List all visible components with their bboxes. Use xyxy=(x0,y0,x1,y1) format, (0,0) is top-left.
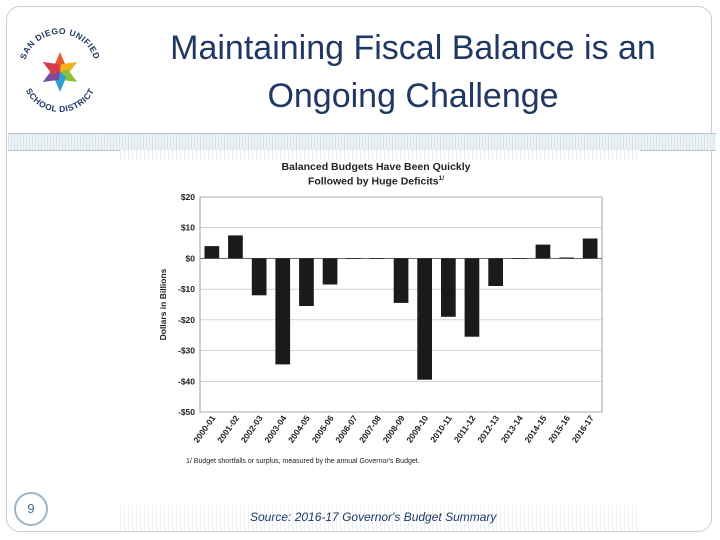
x-tick-label: 2000-01 xyxy=(191,413,217,445)
y-tick-label: -$30 xyxy=(178,346,195,356)
bar-2007-08 xyxy=(370,258,385,259)
x-tick-label: 2004-05 xyxy=(286,413,312,445)
y-axis-label: Dollars in Billions xyxy=(158,268,168,340)
x-tick-label: 2012-13 xyxy=(475,413,501,445)
y-tick-label: -$20 xyxy=(178,315,195,325)
y-tick-label: -$50 xyxy=(178,407,195,417)
x-tick-label: 2005-06 xyxy=(310,413,336,445)
x-tick-label: 2011-12 xyxy=(452,413,478,444)
bar-2013-14 xyxy=(511,258,527,259)
bar-2006-07 xyxy=(346,258,362,259)
slide-title: Maintaining Fiscal Balance is an Ongoing… xyxy=(118,24,708,120)
page-number-badge: 9 xyxy=(14,492,48,526)
source-citation: Source: 2016-17 Governor's Budget Summar… xyxy=(250,510,497,524)
bar-2004-05 xyxy=(299,258,314,306)
district-logo: SAN DIEGO UNIFIED SCHOOL DISTRICT xyxy=(18,26,102,114)
bar-2003-04 xyxy=(275,258,291,365)
bar-2011-12 xyxy=(464,258,480,337)
y-tick-label: $20 xyxy=(181,192,195,202)
bar-2009-10 xyxy=(417,258,432,380)
chart-footnote: 1/ Budget shortfalls or surplus, measure… xyxy=(186,458,420,465)
slide-title-line-2: Ongoing Challenge xyxy=(267,77,559,115)
x-tick-label: 2010-11 xyxy=(428,413,454,444)
chart-title-line-2-text: Followed by Huge Deficits xyxy=(307,175,439,188)
bar-2002-03 xyxy=(251,258,267,296)
logo-star-petal xyxy=(42,62,60,75)
x-tick-label: 2007-08 xyxy=(357,413,383,445)
logo-star-icon xyxy=(42,52,78,92)
x-tick-label: 2003-04 xyxy=(262,413,288,445)
y-tick-label: -$40 xyxy=(178,376,195,386)
bar-2014-15 xyxy=(535,244,551,259)
plot-area xyxy=(199,196,603,413)
x-tick-label: 2013-14 xyxy=(499,413,525,445)
x-tick-label: 2006-07 xyxy=(333,413,359,445)
chart-title-line-2: Followed by Huge Deficits1/ xyxy=(122,175,630,188)
chart-top-strip xyxy=(120,150,640,160)
bar-2000-01 xyxy=(204,246,220,259)
y-tick-label: $0 xyxy=(186,253,196,263)
chart-bottom-strip xyxy=(120,505,640,531)
slide-title-line-1: Maintaining Fiscal Balance is an xyxy=(170,29,656,67)
y-tick-label: $10 xyxy=(181,223,195,233)
x-tick-label: 2009-10 xyxy=(404,413,430,445)
bar-2010-11 xyxy=(441,258,456,317)
x-tick-label: 2015-16 xyxy=(546,413,572,445)
bar-2012-13 xyxy=(488,258,503,286)
x-tick-label: 2001-02 xyxy=(215,413,241,445)
x-tick-label: 2002-03 xyxy=(239,413,265,445)
y-tick-label: -$10 xyxy=(178,284,195,294)
x-tick-label: 2016-17 xyxy=(570,413,596,445)
chart-container: Balanced Budgets Have Been Quickly Follo… xyxy=(122,155,630,505)
x-tick-label: 2008-09 xyxy=(381,413,407,445)
bar-chart: $20 $10 $0 -$10 -$20 -$30 -$40 -$50 Dollars in B… xyxy=(158,192,603,465)
bar-2005-06 xyxy=(322,258,338,285)
x-tick-label: 2014-15 xyxy=(522,413,548,445)
chart-title-footnote-marker: 1/ xyxy=(438,175,445,182)
bar-2001-02 xyxy=(228,235,243,259)
bar-2008-09 xyxy=(393,258,409,303)
bar-2015-16 xyxy=(559,257,574,259)
chart-title-line-1: Balanced Budgets Have Been Quickly xyxy=(281,161,471,173)
bar-2016-17 xyxy=(582,238,598,259)
title-divider-band xyxy=(8,133,716,151)
